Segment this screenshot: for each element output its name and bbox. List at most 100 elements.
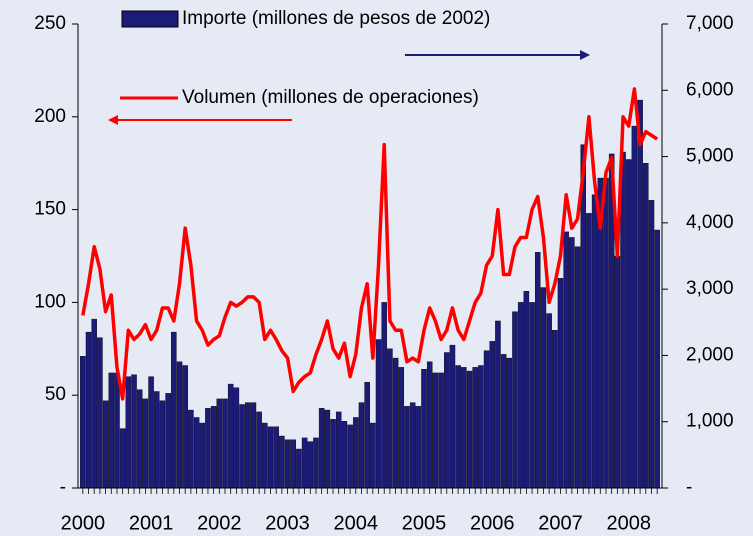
y2-tick-label: 2,000	[686, 344, 734, 365]
bar	[500, 354, 507, 489]
bar	[290, 439, 296, 489]
bar	[222, 398, 228, 489]
bar	[80, 356, 86, 489]
bar	[119, 428, 126, 489]
y2-tick-label: 4,000	[686, 212, 734, 233]
bar	[148, 376, 154, 489]
bar	[205, 407, 211, 489]
bar	[591, 194, 598, 489]
bar	[273, 426, 279, 489]
bar	[483, 350, 490, 489]
bar	[569, 237, 575, 489]
y-tick-label: 150	[34, 199, 66, 220]
bar	[466, 370, 473, 489]
x-tick-label: 2005	[402, 512, 447, 534]
x-tick-label: 2006	[470, 512, 515, 534]
bar	[154, 391, 160, 489]
bar	[262, 422, 268, 489]
y2-tick-label: 7,000	[686, 13, 734, 34]
bar	[574, 246, 581, 489]
bar	[159, 400, 166, 489]
bar	[91, 318, 97, 489]
bar	[563, 231, 569, 489]
bar	[199, 422, 206, 489]
bar	[188, 409, 194, 489]
bar	[478, 365, 484, 489]
bar	[176, 361, 183, 489]
bar	[341, 420, 348, 489]
bar	[387, 348, 393, 489]
bar	[85, 331, 92, 489]
bar	[97, 337, 103, 489]
bar	[131, 374, 137, 489]
bar	[216, 398, 223, 489]
bar	[227, 383, 234, 489]
legend-label: Volumen (millones de operaciones)	[182, 87, 479, 108]
bar	[461, 367, 467, 489]
x-tick-label: 2003	[265, 512, 310, 534]
bar	[512, 311, 518, 489]
bar	[353, 417, 359, 489]
bar	[347, 424, 353, 489]
bar	[552, 330, 558, 489]
y2-tick-label: 6,000	[686, 79, 734, 100]
bar	[330, 419, 336, 489]
bar	[637, 99, 643, 489]
bar	[256, 411, 262, 489]
arrowhead	[108, 115, 118, 125]
bar	[165, 393, 171, 489]
bar	[643, 162, 649, 489]
bar	[193, 417, 200, 489]
bar	[182, 365, 188, 489]
bar	[239, 404, 245, 489]
bar	[495, 320, 501, 489]
bar	[523, 291, 530, 489]
x-tick-label: 2001	[129, 512, 174, 534]
bar	[546, 313, 552, 489]
bar	[444, 352, 450, 489]
bar	[324, 409, 331, 489]
bar	[284, 439, 291, 489]
bar	[654, 229, 660, 489]
bar	[171, 331, 177, 489]
bar	[392, 357, 399, 489]
bar	[557, 278, 564, 489]
bar	[381, 302, 387, 489]
bar	[614, 255, 621, 489]
y2-tick-label: -	[686, 477, 692, 498]
bar	[364, 382, 370, 489]
bar	[455, 365, 461, 489]
y-tick-label: 200	[34, 106, 66, 127]
bar	[307, 441, 314, 489]
bar	[142, 398, 149, 489]
bar	[244, 402, 251, 489]
legend-label: Importe (millones de pesos de 2002)	[182, 8, 490, 29]
bar	[631, 125, 638, 489]
plot	[80, 87, 660, 489]
bar	[102, 400, 109, 489]
bar	[426, 361, 433, 489]
arrowhead	[580, 50, 590, 60]
bar	[233, 387, 240, 489]
y2-tick-label: 5,000	[686, 146, 734, 167]
x-tick-label: 2007	[538, 512, 583, 534]
bar	[125, 376, 132, 489]
y2-tick-label: 1,000	[686, 411, 734, 432]
x-tick-label: 2008	[606, 512, 651, 534]
bar	[517, 302, 524, 489]
bar	[586, 213, 592, 489]
bar	[625, 159, 632, 489]
bar	[603, 177, 609, 489]
bar	[335, 411, 342, 489]
bar	[114, 372, 120, 489]
y-tick-label: 100	[34, 291, 66, 312]
bar	[489, 341, 496, 489]
legend-swatch-bar	[121, 10, 179, 28]
y-tick-label: 50	[45, 384, 66, 405]
bar	[370, 422, 376, 489]
bar	[404, 406, 410, 489]
bar	[648, 200, 655, 489]
bar	[210, 406, 217, 489]
x-tick-label: 2004	[334, 512, 379, 534]
